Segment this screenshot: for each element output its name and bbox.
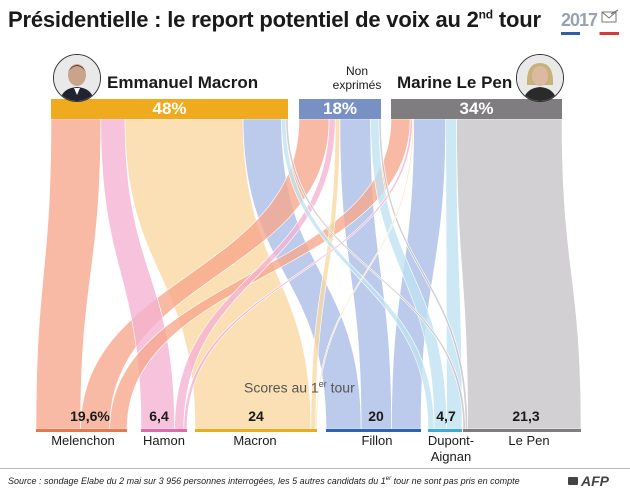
source-value-le-pen: 21,3 <box>512 408 540 424</box>
envelope-icon <box>601 9 619 23</box>
flow-layer <box>35 118 582 430</box>
source-bar-le-pen <box>463 429 581 432</box>
source-name-macron: Macron <box>233 433 277 448</box>
source-value-fillon: 20 <box>368 408 384 424</box>
source-note: Source : sondage Elabe du 2 mai sur 3 95… <box>8 476 520 486</box>
destination-value-le-pen: 34% <box>459 99 494 118</box>
candidate-name-macron: Emmanuel Macron <box>107 73 259 92</box>
source-name-le-pen: Le Pen <box>508 433 550 448</box>
source-value-dupont-aignan: 4,7 <box>436 408 456 424</box>
source-name-fillon: Fillon <box>361 433 393 448</box>
candidate-name-le-pen: Marine Le Pen <box>397 73 513 92</box>
tricolor-stripe <box>561 32 619 35</box>
footer-divider <box>0 468 630 469</box>
source-name-hamon: Hamon <box>143 433 185 448</box>
source-value-melenchon: 19,6% <box>70 408 110 424</box>
macron-portrait <box>53 54 101 102</box>
source-name-dupont-aignan: Dupont- Aignan <box>427 433 475 464</box>
source-bar-hamon <box>141 429 187 432</box>
logo-year: 2017 <box>561 10 598 30</box>
flow-le-pen-to-marine-le-pen <box>456 118 582 430</box>
afp-logo-mark <box>568 477 578 485</box>
destination-bar-marine-le-pen <box>391 99 562 119</box>
source-name-melenchon: Melenchon <box>51 433 115 448</box>
source-bar-dupont-aignan <box>428 429 462 432</box>
destination-bar-non-exprimes <box>299 99 381 119</box>
source-value-macron: 24 <box>248 408 264 424</box>
destination-value-macron: 48% <box>152 99 187 118</box>
bar-layer <box>36 99 581 432</box>
le-pen-portrait <box>516 54 564 102</box>
destination-value-non-exprimes: 18% <box>322 99 358 118</box>
source-value-hamon: 6,4 <box>149 408 169 424</box>
source-bar-melenchon <box>36 429 127 432</box>
chart-title: Présidentielle : le report potentiel de … <box>8 7 541 32</box>
afp-credit: AFP <box>581 473 609 489</box>
source-bar-fillon <box>326 429 421 432</box>
source-bar-macron <box>195 429 317 432</box>
destination-bar-emmanuel-macron <box>51 99 288 119</box>
non-exprimes-label: Non exprimés <box>332 64 382 92</box>
scores-axis-title: Scores au 1er tour <box>244 379 355 396</box>
election-2017-logo: 2017 <box>561 8 619 35</box>
